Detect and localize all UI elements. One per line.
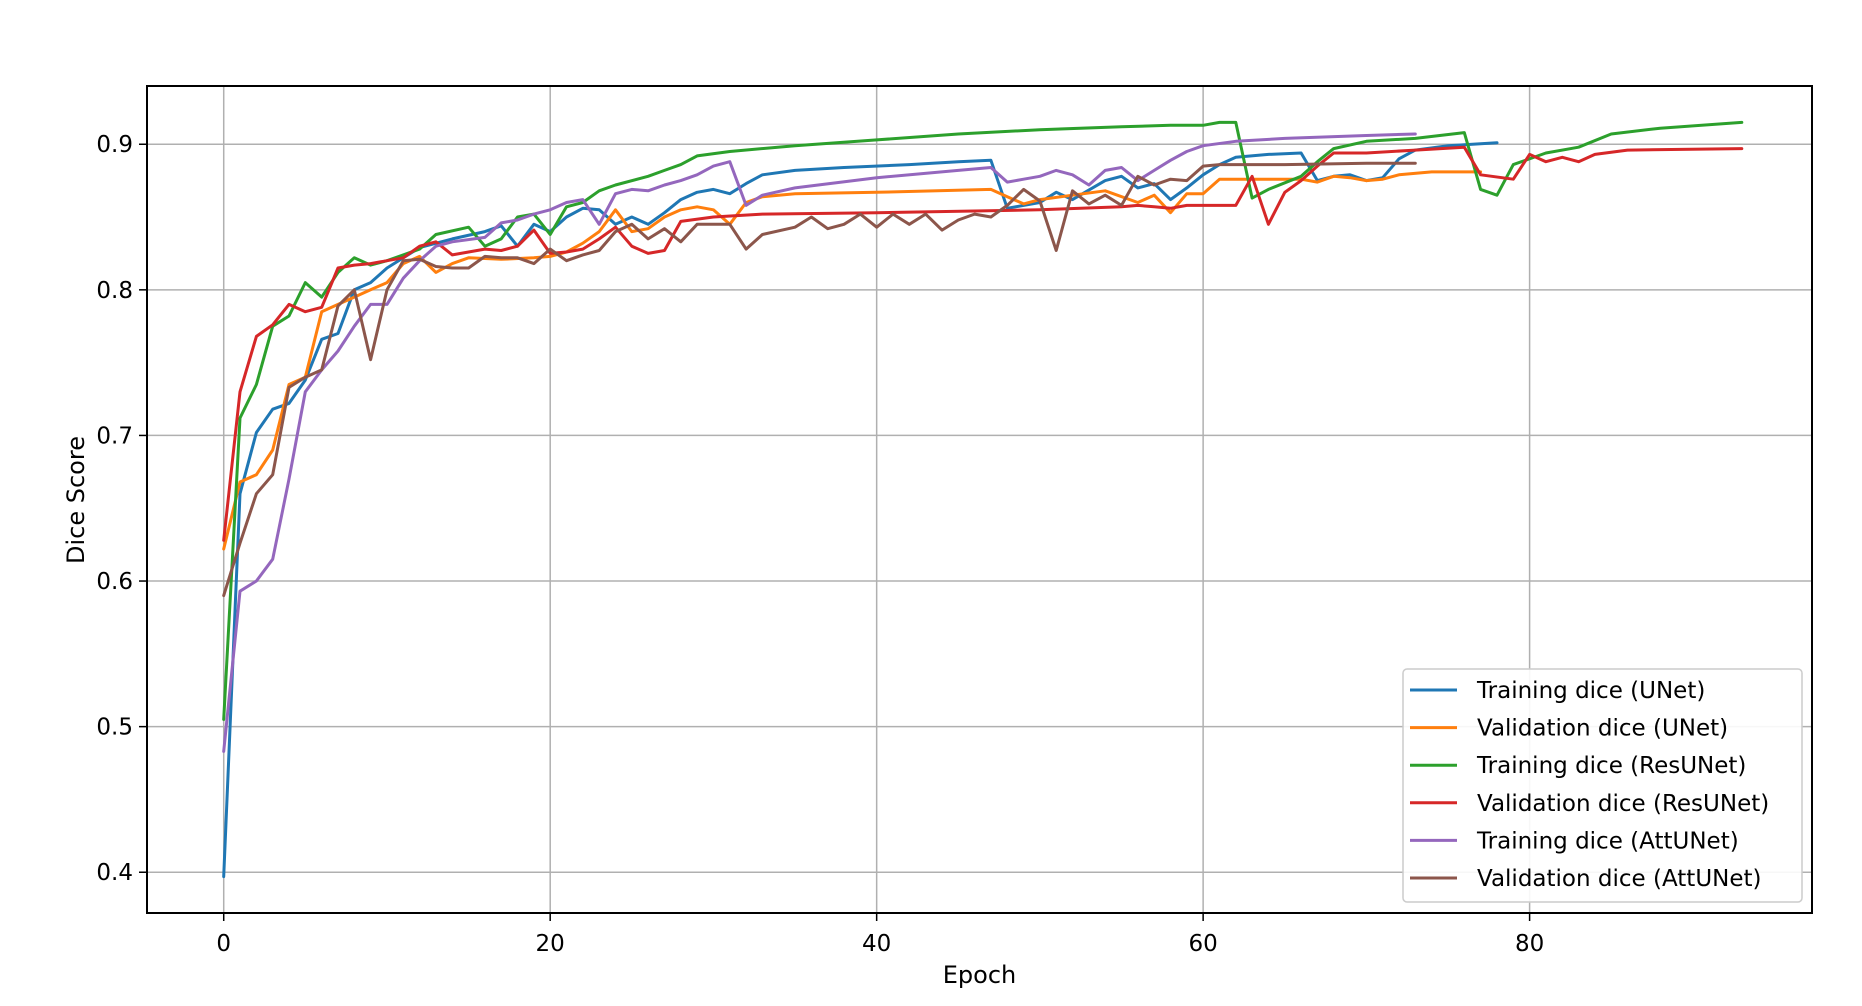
series-line-1 bbox=[222, 141, 1499, 879]
series-lines bbox=[222, 120, 1744, 879]
y-axis-ticks: 0.4 0.5 0.6 0.7 0.8 0.9 bbox=[96, 132, 147, 886]
y-tick-label: 0.8 bbox=[96, 278, 133, 304]
series-line-4 bbox=[222, 145, 1744, 542]
legend-label-1: Training dice (UNet) bbox=[1476, 678, 1705, 704]
y-tick-label: 0.7 bbox=[96, 423, 133, 449]
x-axis-ticks: 0 20 40 60 80 bbox=[216, 913, 1544, 957]
legend-label-4: Validation dice (ResUNet) bbox=[1477, 791, 1769, 817]
series-line-6 bbox=[222, 161, 1417, 598]
legend: Training dice (UNet) Validation dice (UNe… bbox=[1402, 668, 1803, 903]
y-tick-label: 0.6 bbox=[96, 569, 133, 595]
plot-frame bbox=[146, 85, 1813, 914]
series-line-5 bbox=[222, 132, 1417, 753]
x-tick-label: 20 bbox=[536, 931, 565, 957]
legend-label-5: Training dice (AttUNet) bbox=[1476, 828, 1739, 854]
x-tick-label: 60 bbox=[1188, 931, 1217, 957]
x-tick-label: 80 bbox=[1515, 931, 1544, 957]
legend-label-3: Training dice (ResUNet) bbox=[1476, 753, 1746, 779]
legend-label-6: Validation dice (AttUNet) bbox=[1477, 866, 1762, 892]
y-tick-label: 0.5 bbox=[96, 715, 133, 741]
y-tick-label: 0.9 bbox=[96, 132, 133, 158]
y-tick-label: 0.4 bbox=[96, 860, 133, 886]
y-axis-label: Dice Score bbox=[62, 436, 90, 564]
x-tick-label: 40 bbox=[862, 931, 891, 957]
legend-label-2: Validation dice (UNet) bbox=[1477, 716, 1728, 742]
legend-box bbox=[1402, 668, 1803, 903]
x-axis-label: Epoch bbox=[943, 961, 1017, 989]
x-tick-label: 0 bbox=[216, 931, 231, 957]
